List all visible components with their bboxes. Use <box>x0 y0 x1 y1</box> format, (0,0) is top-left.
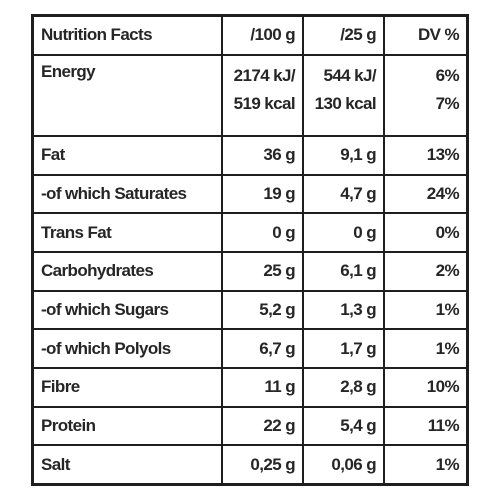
row-dv: 1% <box>383 289 466 331</box>
row-dv: 1% <box>383 444 466 483</box>
row-dv: 10% <box>383 367 466 408</box>
header-daily-value: DV % <box>383 17 466 56</box>
row-per-100g: 6,7 g <box>221 328 304 370</box>
row-dv: 0% <box>383 212 466 254</box>
row-dv: 13% <box>383 135 466 176</box>
table-row: Fibre 11 g 2,8 g 10% <box>34 367 466 408</box>
row-per-25g: 0 g <box>302 212 385 254</box>
row-per-100g: 0,25 g <box>221 444 304 483</box>
energy-label: Energy <box>34 53 223 138</box>
table-title: Nutrition Facts <box>34 17 223 56</box>
row-per-25g: 1,7 g <box>302 328 385 370</box>
row-per-100g: 19 g <box>221 173 304 215</box>
table-row: -of which Sugars 5,2 g 1,3 g 1% <box>34 289 466 331</box>
nutrition-facts-panel: Nutrition Facts /100 g /25 g DV % Energy… <box>31 14 469 486</box>
row-label: Trans Fat <box>34 212 223 254</box>
header-per-100g: /100 g <box>221 17 304 56</box>
energy-per-100g-kcal: 519 kcal <box>233 93 296 113</box>
row-label: Protein <box>34 405 223 447</box>
table-row: Trans Fat 0 g 0 g 0% <box>34 212 466 254</box>
nutrition-table: Nutrition Facts /100 g /25 g DV % Energy… <box>34 17 466 483</box>
energy-per-25g-kcal: 130 kcal <box>314 93 377 113</box>
row-label: -of which Saturates <box>34 173 223 215</box>
row-label: Salt <box>34 444 223 483</box>
energy-per-25g: 544 kJ/ 130 kcal <box>302 53 385 138</box>
energy-dv-kj: 6% <box>435 65 460 85</box>
row-label: Fibre <box>34 367 223 408</box>
row-dv: 24% <box>383 173 466 215</box>
row-per-100g: 5,2 g <box>221 289 304 331</box>
table-row-energy: Energy 2174 kJ/ 519 kcal 544 kJ/ 130 kca… <box>34 53 466 138</box>
table-row: Protein 22 g 5,4 g 11% <box>34 405 466 447</box>
table-row: -of which Saturates 19 g 4,7 g 24% <box>34 173 466 215</box>
row-dv: 2% <box>383 251 466 292</box>
row-per-25g: 1,3 g <box>302 289 385 331</box>
row-dv: 11% <box>383 405 466 447</box>
table-row: Salt 0,25 g 0,06 g 1% <box>34 444 466 483</box>
row-label: -of which Polyols <box>34 328 223 370</box>
table-row: Carbohydrates 25 g 6,1 g 2% <box>34 251 466 292</box>
header-per-25g: /25 g <box>302 17 385 56</box>
row-per-100g: 0 g <box>221 212 304 254</box>
row-per-25g: 4,7 g <box>302 173 385 215</box>
energy-per-100g-kj: 2174 kJ/ <box>233 65 296 85</box>
row-per-100g: 36 g <box>221 135 304 176</box>
energy-dv-kcal: 7% <box>435 93 460 113</box>
energy-per-25g-kj: 544 kJ/ <box>323 65 376 85</box>
row-per-100g: 25 g <box>221 251 304 292</box>
row-label: -of which Sugars <box>34 289 223 331</box>
row-dv: 1% <box>383 328 466 370</box>
row-label: Carbohydrates <box>34 251 223 292</box>
row-label: Fat <box>34 135 223 176</box>
row-per-25g: 2,8 g <box>302 367 385 408</box>
row-per-25g: 5,4 g <box>302 405 385 447</box>
table-row: -of which Polyols 6,7 g 1,7 g 1% <box>34 328 466 370</box>
row-per-25g: 6,1 g <box>302 251 385 292</box>
row-per-100g: 22 g <box>221 405 304 447</box>
table-header-row: Nutrition Facts /100 g /25 g DV % <box>34 17 466 56</box>
row-per-25g: 0,06 g <box>302 444 385 483</box>
energy-per-100g: 2174 kJ/ 519 kcal <box>221 53 304 138</box>
row-per-100g: 11 g <box>221 367 304 408</box>
energy-dv: 6% 7% <box>383 53 466 138</box>
row-per-25g: 9,1 g <box>302 135 385 176</box>
table-row: Fat 36 g 9,1 g 13% <box>34 135 466 176</box>
